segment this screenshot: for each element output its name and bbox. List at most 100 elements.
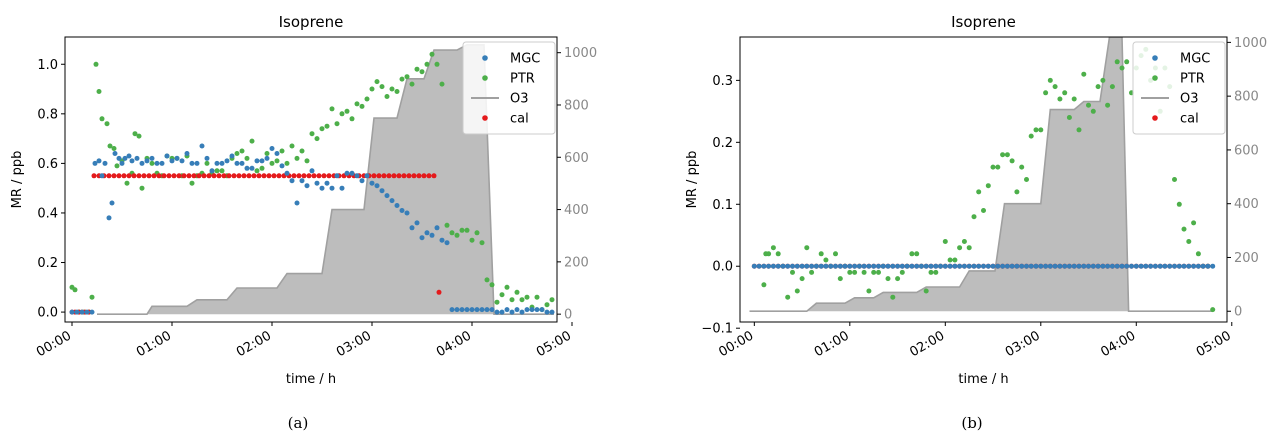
ptr-point [419,69,425,75]
o3-line [97,44,554,315]
ptr-point [995,164,1001,170]
mgc-point [349,170,355,176]
mgc-point [1062,263,1068,269]
cal-point [311,173,317,179]
mgc-point [794,263,800,269]
mgc-point [1143,263,1149,269]
chart-panel-a: 0.0 0.2 0.4 0.6 0.8 1.0 0 200 400 600 800 1000 00:00… [10,13,597,432]
cal-point [121,173,127,179]
mgc-point [234,160,240,166]
mgc-point [790,263,795,269]
ptr-point [479,240,485,246]
cal-point [106,173,112,179]
mgc-point [1167,263,1173,269]
x-tick-label: 05:00 [1194,328,1234,360]
mgc-point [947,263,953,269]
mgc-point [249,165,255,171]
mgc-point [1086,263,1091,269]
mgc-point [775,263,781,269]
ptr-point [933,269,939,275]
ptr-point [104,121,110,127]
mgc-point [334,173,340,179]
mgc-point [429,232,435,238]
cal-point [376,173,382,179]
x-axis-label: time / h [286,372,336,387]
mgc-point [823,263,829,269]
mgc-point [1172,263,1177,269]
ptr-point [369,86,375,92]
mgc-point [1066,263,1072,269]
ptr-point [114,163,120,169]
mgc-point [957,263,963,269]
cal-point [431,173,437,179]
mgc-point [264,155,270,161]
cal-point [111,173,117,179]
mgc-point [885,263,891,269]
mgc-point [818,263,824,269]
ptr-point [1191,220,1197,226]
cal-point [316,173,322,179]
mgc-point [324,180,330,186]
ptr-point [852,269,858,275]
ptr-point [876,269,881,275]
ptr-point [549,297,555,303]
mgc-point [129,158,135,164]
plot-frame [739,36,1228,323]
ptr-point [374,79,380,85]
cal-point [406,173,412,179]
ptr-point [909,251,915,257]
mgc-point [1071,263,1077,269]
cal-point [146,173,152,179]
mgc-point [1124,263,1130,269]
mgc-point [809,263,815,269]
mgc-point [1162,263,1168,269]
ptr-point [1086,102,1091,108]
cal-point [236,173,242,179]
y-axis-label: MR / ppb [10,151,25,209]
ptr-point [319,126,325,132]
cal-point [171,173,177,179]
mgc-point [966,263,972,269]
mgc-point [224,158,230,164]
ptr-point [454,232,460,238]
cal-point [296,173,302,179]
mgc-point [189,160,195,166]
mgc-point [92,160,98,166]
cal-point [401,173,407,179]
ptr-point [1071,96,1077,102]
cal-point [256,173,262,179]
mgc-point [1195,263,1201,269]
y-tick-label: 0.0 [37,306,58,321]
mgc-point [519,309,525,315]
ptr-point [1090,108,1096,114]
mgc-point [474,307,480,313]
mgc-point [199,143,205,149]
mgc-point [529,307,535,313]
cal-point [141,173,147,179]
cal-point [151,173,157,179]
ptr-point [304,158,310,164]
o3-line [749,37,1213,312]
ptr-point [514,289,520,295]
mgc-point [284,170,290,176]
ptr-point [379,84,385,90]
mgc-point [1191,263,1197,269]
cal-point [421,173,427,179]
legend-marker-ptr [482,75,488,81]
ptr-point [72,287,78,293]
mgc-point [1109,263,1115,269]
mgc-point [244,165,250,171]
o3-area [97,44,554,315]
cal-point [206,173,212,179]
mgc-point [149,155,155,161]
ptr-point [928,269,934,275]
mgc-point [1105,263,1111,269]
y2-tick-label: 200 [564,255,589,270]
ptr-point [504,284,510,290]
mgc-point [74,309,80,315]
mgc-point [1009,263,1015,269]
mgc-point [918,263,924,269]
mgc-point [1181,263,1187,269]
y-tick-label: 1.0 [37,58,58,73]
